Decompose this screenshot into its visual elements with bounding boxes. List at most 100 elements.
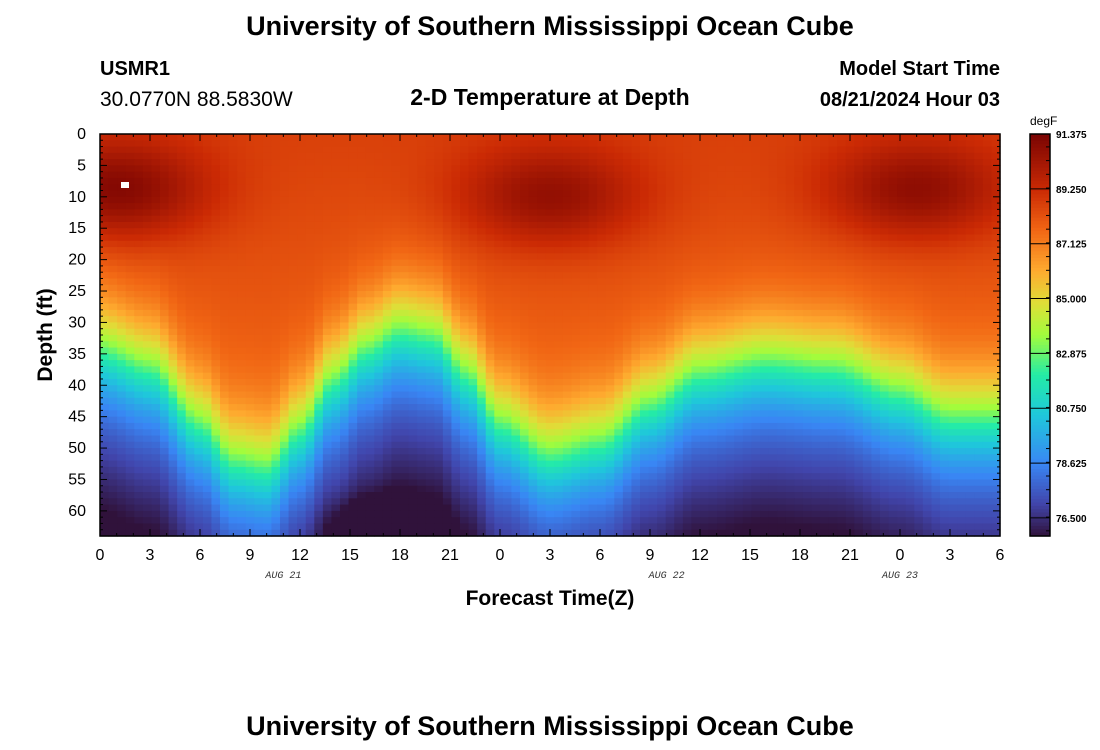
heatmap-cell bbox=[974, 353, 984, 361]
heatmap-cell bbox=[802, 297, 813, 305]
heatmap-cell bbox=[580, 316, 590, 324]
heatmap-cell bbox=[802, 196, 813, 204]
heatmap-cell bbox=[168, 391, 178, 399]
heatmap-cell bbox=[451, 278, 461, 286]
heatmap-cell bbox=[357, 152, 367, 160]
heatmap-cell bbox=[622, 152, 633, 160]
heatmap-cell bbox=[571, 347, 581, 355]
heatmap-cell bbox=[468, 278, 478, 286]
heatmap-cell bbox=[220, 203, 230, 210]
heatmap-cell bbox=[820, 221, 830, 229]
heatmap-cell bbox=[142, 240, 153, 248]
heatmap-cell bbox=[777, 397, 787, 405]
heatmap-cell bbox=[914, 203, 924, 210]
heatmap-cell bbox=[245, 272, 255, 280]
heatmap-cell bbox=[417, 316, 427, 324]
heatmap-cell bbox=[485, 416, 495, 424]
heatmap-cell bbox=[460, 146, 470, 154]
heatmap-cell bbox=[682, 146, 693, 154]
heatmap-cell bbox=[614, 221, 624, 229]
heatmap-cell bbox=[965, 265, 975, 273]
heatmap-cell bbox=[922, 391, 933, 399]
heatmap-cell bbox=[862, 303, 873, 311]
heatmap-cell bbox=[391, 284, 401, 292]
heatmap-cell bbox=[194, 353, 204, 361]
heatmap-cell bbox=[451, 385, 461, 393]
heatmap-cell bbox=[520, 221, 530, 229]
heatmap-cell bbox=[605, 360, 615, 368]
heatmap-cell bbox=[108, 177, 118, 185]
heatmap-cell bbox=[468, 272, 478, 280]
heatmap-cell bbox=[648, 240, 658, 248]
heatmap-cell bbox=[742, 385, 753, 393]
heatmap-cell bbox=[280, 372, 290, 380]
heatmap-cell bbox=[442, 265, 453, 273]
heatmap-cell bbox=[365, 184, 375, 192]
heatmap-cell bbox=[708, 209, 718, 217]
heatmap-cell bbox=[451, 196, 461, 204]
heatmap-cell bbox=[528, 397, 538, 405]
heatmap-cell bbox=[134, 203, 144, 210]
heatmap-cell bbox=[897, 347, 907, 355]
heatmap-cell bbox=[554, 259, 564, 267]
heatmap-cell bbox=[940, 316, 950, 324]
heatmap-cell bbox=[417, 209, 427, 217]
heatmap-cell bbox=[794, 416, 804, 424]
heatmap-cell bbox=[391, 265, 401, 273]
heatmap-cell bbox=[245, 146, 255, 154]
heatmap-cell bbox=[691, 203, 701, 210]
heatmap-cell bbox=[640, 397, 650, 405]
heatmap-cell bbox=[262, 422, 273, 430]
heatmap-cell bbox=[931, 410, 941, 418]
heatmap-cell bbox=[811, 291, 821, 298]
heatmap-cell bbox=[768, 152, 778, 160]
heatmap-cell bbox=[468, 152, 478, 160]
heatmap-cell bbox=[494, 134, 504, 141]
heatmap-cell bbox=[717, 416, 727, 424]
heatmap-cell bbox=[545, 347, 555, 355]
heatmap-cell bbox=[434, 265, 444, 273]
heatmap-cell bbox=[768, 184, 778, 192]
heatmap-cell bbox=[931, 209, 941, 217]
heatmap-cell bbox=[751, 341, 761, 349]
heatmap-cell bbox=[245, 347, 255, 355]
heatmap-cell bbox=[785, 221, 795, 229]
heatmap-cell bbox=[177, 328, 187, 336]
heatmap-cell bbox=[382, 209, 393, 217]
heatmap-cell bbox=[477, 316, 487, 324]
heatmap-cell bbox=[108, 265, 118, 273]
heatmap-cell bbox=[237, 385, 247, 393]
heatmap-cell bbox=[828, 240, 838, 248]
heatmap-cell bbox=[674, 328, 684, 336]
heatmap-cell bbox=[374, 146, 384, 154]
heatmap-cell bbox=[185, 253, 195, 261]
heatmap-cell bbox=[562, 328, 573, 336]
heatmap-cell bbox=[751, 152, 761, 160]
heatmap-cell bbox=[425, 272, 435, 280]
heatmap-cell bbox=[160, 196, 170, 204]
heatmap-cell bbox=[674, 203, 684, 210]
heatmap-cell bbox=[974, 196, 984, 204]
heatmap-cell bbox=[177, 196, 187, 204]
heatmap-cell bbox=[460, 253, 470, 261]
heatmap-cell bbox=[794, 265, 804, 273]
heatmap-cell bbox=[511, 422, 521, 430]
heatmap-cell bbox=[228, 209, 238, 217]
heatmap-cell bbox=[297, 247, 307, 254]
heatmap-cell bbox=[100, 322, 110, 330]
heatmap-cell bbox=[142, 215, 153, 223]
heatmap-cell bbox=[348, 190, 358, 198]
heatmap-cell bbox=[554, 240, 564, 248]
heatmap-cell bbox=[991, 385, 1001, 393]
heatmap-cell bbox=[588, 209, 598, 217]
heatmap-cell bbox=[485, 259, 495, 267]
heatmap-cell bbox=[914, 366, 924, 374]
heatmap-cell bbox=[305, 422, 315, 430]
heatmap-cell bbox=[185, 429, 195, 437]
heatmap-cell bbox=[280, 309, 290, 317]
heatmap-cell bbox=[914, 353, 924, 361]
heatmap-cell bbox=[271, 291, 281, 298]
heatmap-cell bbox=[100, 221, 110, 229]
heatmap-cell bbox=[888, 297, 898, 305]
heatmap-cell bbox=[237, 291, 247, 298]
